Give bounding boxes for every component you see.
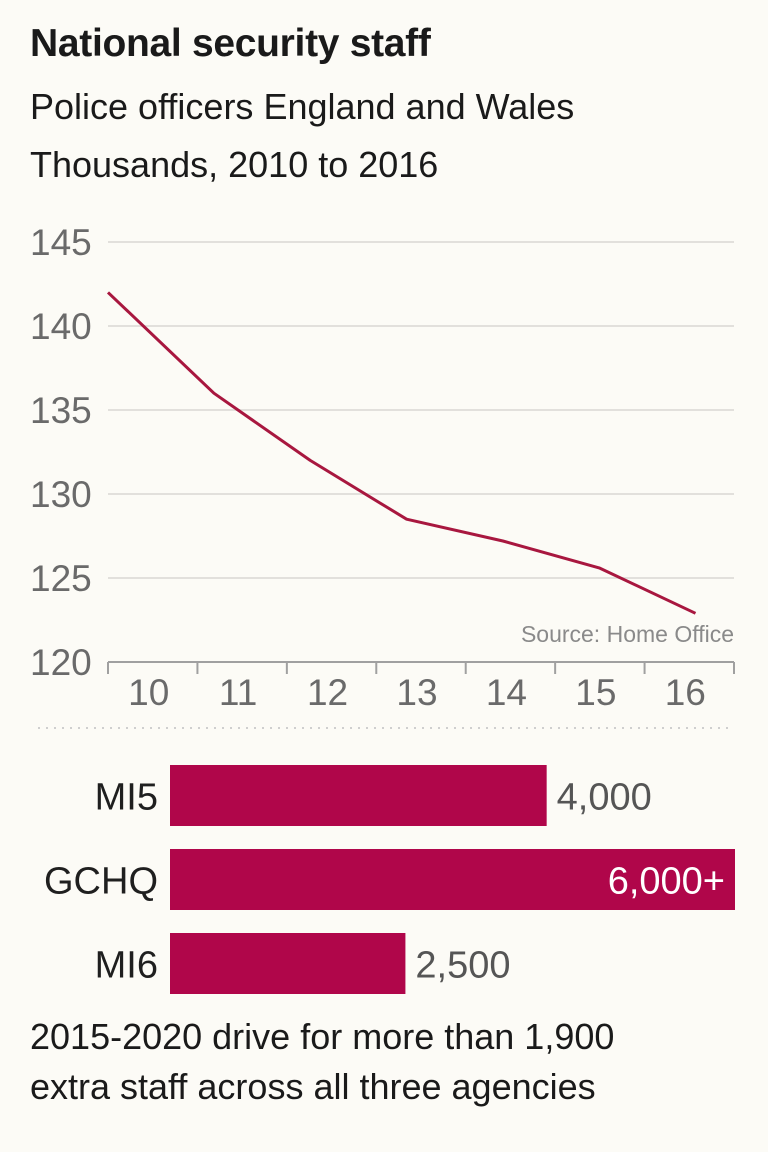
y-axis-ticks: 120 125 130 135 140 145	[30, 222, 92, 683]
x-axis-ticks: 10 11 12 13 14 15 16	[128, 672, 706, 713]
chart-subtitle: Police officers England and Wales	[30, 86, 575, 127]
bar-label-mi5: MI5	[95, 777, 158, 819]
y-tick-label: 135	[30, 390, 92, 431]
y-tick-label: 130	[30, 474, 92, 515]
x-tick-label: 16	[665, 672, 706, 713]
line-chart: 120 125 130 135 140 145 10 11 12 13 14 15 16 Source…	[30, 222, 735, 729]
x-tick-label: 12	[307, 672, 348, 713]
grid-lines	[108, 241, 734, 579]
staff-bar-chart: MI5 4,000 GCHQ 6,000+ MI6 2,500	[44, 765, 735, 994]
chart-title: National security staff	[30, 22, 431, 65]
bar-label-mi6: MI6	[95, 945, 158, 987]
x-axis	[107, 661, 735, 674]
bar-gchq	[170, 849, 735, 910]
bar-value-mi5: 4,000	[557, 777, 652, 819]
bar-value-mi6: 2,500	[415, 945, 510, 987]
bars: MI5 4,000 GCHQ 6,000+ MI6 2,500	[44, 765, 735, 994]
y-tick-label: 140	[30, 306, 92, 347]
x-tick-label: 14	[486, 672, 527, 713]
footnote-line-1: 2015-2020 drive for more than 1,900	[30, 1016, 615, 1057]
x-tick-label: 15	[575, 672, 616, 713]
x-tick-label: 13	[396, 672, 437, 713]
source-note: Source: Home Office	[521, 621, 734, 647]
y-tick-label: 125	[30, 558, 92, 599]
bar-label-gchq: GCHQ	[44, 861, 158, 903]
bar-mi6	[170, 933, 406, 994]
y-tick-label: 145	[30, 222, 92, 263]
footnote-line-2: extra staff across all three agencies	[30, 1066, 596, 1107]
bar-mi5	[170, 765, 547, 826]
x-tick-label: 11	[219, 672, 257, 713]
bar-value-gchq: 6,000+	[608, 861, 725, 903]
x-tick-label: 10	[128, 672, 169, 713]
y-tick-label: 120	[30, 642, 92, 683]
chart-units: Thousands, 2010 to 2016	[30, 144, 439, 185]
police-officers-line	[106, 291, 697, 615]
